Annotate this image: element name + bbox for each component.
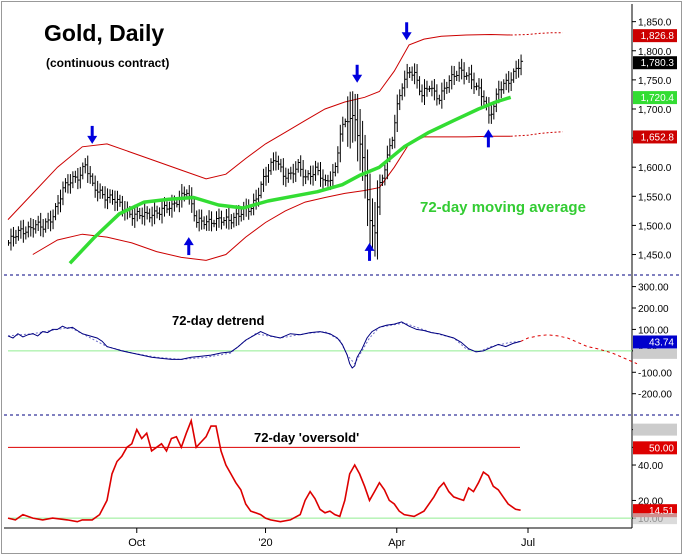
price-y-tick-label: 1,550.0 [638, 192, 672, 203]
detrend-label: 72-day detrend [172, 313, 265, 328]
detrend-y-tick-label: -100.00 [638, 368, 672, 379]
moving-average-label: 72-day moving average [420, 199, 586, 216]
price-value-tag: 1,652.8 [633, 130, 677, 144]
svg-text:1,826.8: 1,826.8 [641, 31, 675, 42]
detrend-line [7, 321, 521, 369]
upper-band-line [7, 33, 511, 220]
detrend-y-tick-label: -200.00 [638, 390, 672, 401]
up-arrow-icon [364, 242, 375, 261]
chart-subtitle: (continuous contract) [46, 56, 170, 70]
price-value-tag: 1,826.8 [633, 29, 677, 43]
detrend-y-tick-label: 300.00 [638, 283, 669, 294]
lower-band-line [32, 135, 511, 261]
price-y-tick-label: 1,600.0 [638, 163, 672, 174]
x-tick-label: Apr [388, 537, 405, 549]
down-arrow-icon [352, 64, 363, 83]
chart-title: Gold, Daily [44, 20, 165, 46]
x-tick-label: Jul [521, 537, 535, 549]
price-y-tick-label: 1,700.0 [638, 105, 672, 116]
svg-text:1,652.8: 1,652.8 [641, 132, 675, 143]
up-arrow-icon [183, 237, 194, 256]
down-arrow-icon [401, 22, 412, 41]
moving-average-line [68, 95, 512, 265]
svg-text:1,780.3: 1,780.3 [641, 58, 675, 69]
svg-text:50.00: 50.00 [649, 443, 674, 454]
oversold-y-tick-label: 20.00 [638, 496, 663, 507]
detrend-smooth-line [7, 322, 521, 365]
price-value-tag: 1,780.3 [633, 56, 677, 70]
price-y-tick-label: 1,450.0 [638, 251, 672, 262]
price-value-tag: 1,720.4 [633, 91, 677, 105]
up-arrow-icon [483, 129, 494, 148]
detrend-y-tick-label: 100.00 [638, 325, 669, 336]
price-bars [8, 54, 524, 260]
price-y-tick-label: 1,500.0 [638, 221, 672, 232]
oversold-threshold-tag: 50.00 [633, 441, 677, 455]
detrend-value-tag: 43.74 [633, 335, 677, 349]
price-y-tick-label: 1,750.0 [638, 76, 672, 87]
oversold-y-tick-label: 40.00 [638, 461, 663, 472]
price-y-tick-label: 1,850.0 [638, 18, 672, 29]
price-y-tick-label: 1,800.0 [638, 47, 672, 58]
x-tick-label: Oct [128, 537, 145, 549]
lower-band-projection [510, 131, 563, 137]
detrend-y-tick-label: 200.00 [638, 304, 669, 315]
oversold-label: 72-day 'oversold' [252, 430, 362, 445]
oversold-line [7, 417, 521, 523]
svg-text:14.51: 14.51 [649, 506, 674, 517]
upper-band-projection [510, 32, 563, 36]
x-tick-label: '20 [258, 537, 272, 549]
oversold-60-tag [633, 423, 677, 436]
down-arrow-icon [87, 125, 98, 144]
detrend-projection [520, 334, 638, 365]
svg-text:43.74: 43.74 [649, 337, 674, 348]
svg-text:1,720.4: 1,720.4 [641, 93, 675, 104]
oversold-10-tag [633, 513, 677, 525]
detrend-zero-tag [633, 348, 677, 359]
